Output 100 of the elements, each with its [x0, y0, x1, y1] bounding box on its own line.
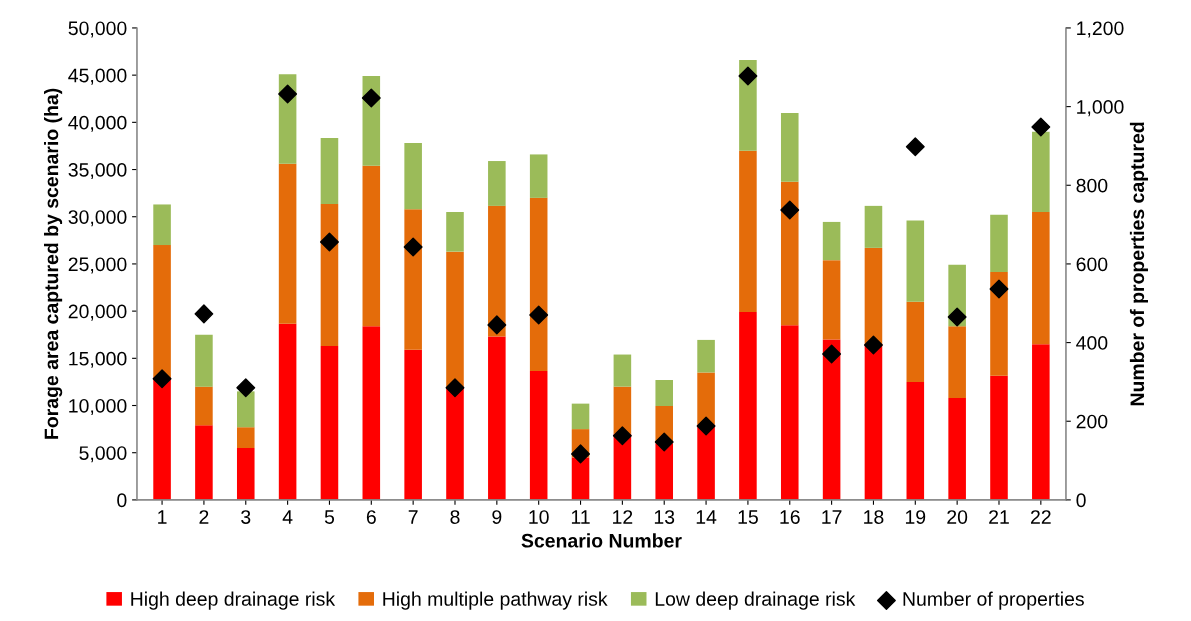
- point: [445, 378, 465, 398]
- y2-tick-label: 1,200: [1077, 21, 1124, 38]
- bar: [1032, 212, 1050, 345]
- bar: [153, 377, 171, 500]
- point: [152, 369, 172, 389]
- y-tick-label: 15,000: [69, 351, 127, 368]
- point: [947, 307, 967, 327]
- point: [319, 232, 339, 252]
- bar: [739, 150, 757, 313]
- legend-label: High multiple pathway risk: [383, 591, 608, 610]
- x-tick-label: 22: [1031, 510, 1051, 524]
- bar: [780, 112, 799, 182]
- bar: [446, 251, 464, 387]
- bar: [362, 165, 381, 327]
- bar: [864, 247, 883, 345]
- x-tick-label: 4: [282, 510, 293, 524]
- point: [529, 305, 549, 325]
- x-tick-label: 3: [241, 510, 251, 524]
- legend-label: High deep drainage risk: [131, 591, 336, 610]
- x-tick-label: 7: [408, 510, 418, 524]
- bar: [822, 221, 841, 261]
- bar: [195, 386, 213, 426]
- y2-axis-title: Number of properties captured: [1129, 122, 1148, 406]
- y-tick-label: 30,000: [68, 210, 127, 227]
- bar: [948, 326, 966, 398]
- point: [236, 378, 256, 398]
- bar: [488, 205, 506, 337]
- x-tick-label: 13: [654, 510, 675, 524]
- bar: [404, 143, 422, 210]
- bar: [320, 346, 339, 500]
- y-tick-label: 20,000: [68, 304, 127, 321]
- x-tick-label: 21: [989, 510, 1009, 524]
- bar: [320, 137, 339, 204]
- bar: [864, 205, 883, 248]
- legend-label: Low deep drainage risk: [655, 591, 856, 610]
- bar: [906, 301, 925, 382]
- bar: [278, 163, 297, 324]
- y2-tick-label: 800: [1076, 178, 1108, 193]
- x-tick-label: 15: [738, 510, 758, 524]
- x-tick-label: 11: [571, 510, 590, 524]
- point: [194, 304, 214, 324]
- bar: [906, 381, 925, 500]
- point: [1031, 117, 1051, 137]
- x-tick-label: 16: [780, 510, 800, 524]
- point: [571, 444, 591, 464]
- x-tick-label: 6: [366, 510, 376, 524]
- x-tick-label: 19: [905, 510, 926, 524]
- x-tick-label: 18: [864, 510, 884, 524]
- bar: [990, 271, 1008, 376]
- y-tick-label: 45,000: [68, 68, 127, 85]
- point: [905, 137, 925, 157]
- bar: [571, 403, 590, 430]
- y-tick-label: 10,000: [69, 398, 127, 416]
- bar: [655, 443, 674, 500]
- y2-tick-label: 0: [1076, 493, 1086, 508]
- bar: [195, 425, 213, 500]
- y2-tick-label: 1,000: [1077, 100, 1124, 117]
- x-tick-label: 12: [613, 510, 633, 524]
- bar: [529, 154, 548, 198]
- bar: [697, 339, 715, 373]
- bar: [153, 204, 171, 246]
- point: [822, 344, 842, 364]
- y2-tick-label: 400: [1076, 336, 1108, 350]
- bar: [990, 375, 1008, 500]
- x-tick-label: 10: [529, 510, 549, 524]
- x-tick-label: 5: [324, 510, 335, 524]
- bar: [739, 312, 757, 500]
- bar: [990, 214, 1008, 272]
- bar: [488, 161, 506, 206]
- legend-label: Number of properties: [903, 591, 1084, 610]
- point: [403, 237, 423, 257]
- x-axis-title: Scenario Number: [521, 533, 682, 548]
- x-tick-label: 1: [158, 510, 167, 524]
- x-tick-label: 20: [947, 510, 968, 524]
- y-tick-label: 5,000: [79, 446, 127, 463]
- point: [989, 279, 1009, 299]
- bar: [948, 397, 966, 500]
- y2-tick-label: 600: [1076, 257, 1108, 272]
- bar: [236, 427, 255, 448]
- bar: [404, 209, 422, 350]
- bar: [1032, 344, 1050, 500]
- y2-tick-label: 200: [1076, 414, 1108, 429]
- point: [780, 200, 800, 220]
- bar: [446, 212, 464, 252]
- bar: [613, 354, 632, 387]
- y-tick-label: 50,000: [68, 21, 127, 38]
- x-tick-label: 14: [696, 510, 717, 524]
- bar: [362, 326, 381, 500]
- y-tick-label: 25,000: [68, 257, 127, 274]
- bar: [864, 344, 883, 500]
- y-axis-title: Forage area captured by scenario (ha): [44, 88, 63, 439]
- bar: [236, 447, 255, 500]
- bar: [404, 349, 422, 500]
- x-tick-label: 9: [492, 510, 502, 524]
- point: [487, 315, 507, 335]
- point: [361, 88, 381, 108]
- point: [863, 335, 883, 355]
- bar: [906, 220, 925, 302]
- point: [278, 84, 298, 104]
- x-tick-label: 17: [822, 510, 842, 524]
